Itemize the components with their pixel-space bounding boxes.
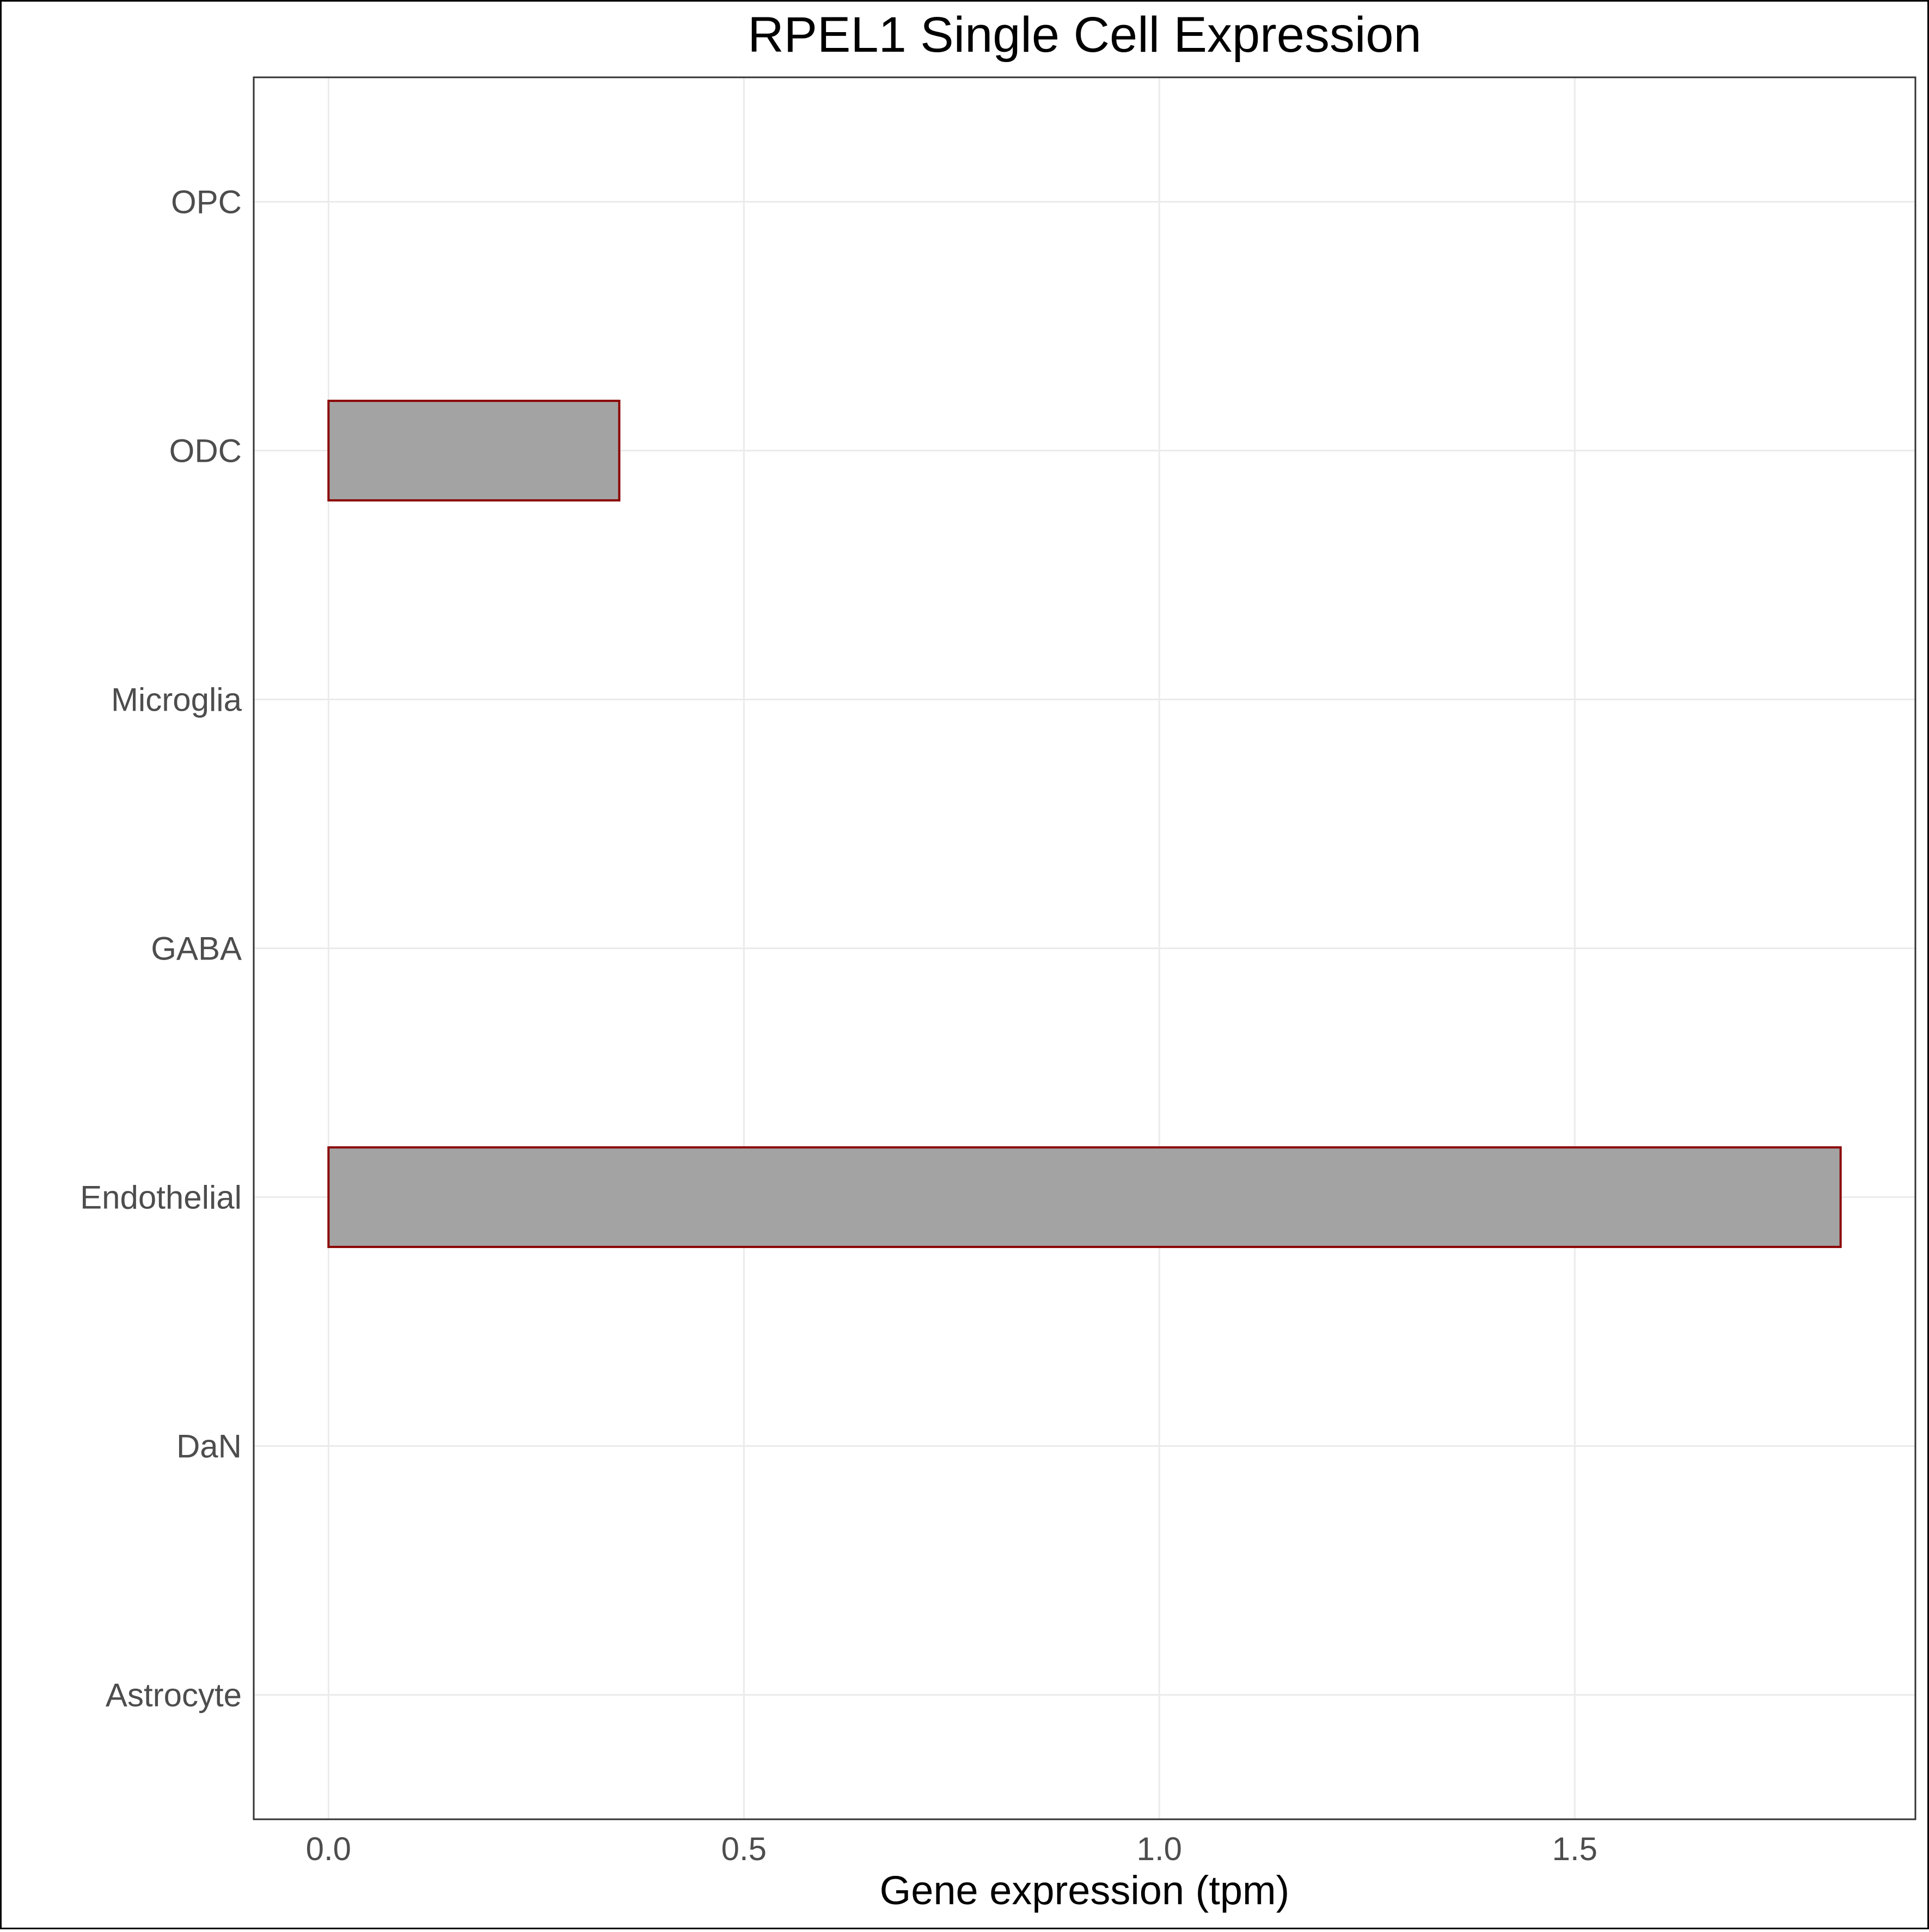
y-tick-label: ODC: [169, 433, 242, 469]
x-tick-label: 1.0: [1137, 1831, 1182, 1867]
bars: [327, 400, 1842, 1248]
y-tick-label: DaN: [176, 1428, 242, 1465]
x-tick-label: 0.5: [721, 1831, 767, 1867]
chart-title: RPEL1 Single Cell Expression: [748, 7, 1422, 63]
y-tick-labels: Astrocyte DaN Endothelial GABA Microglia ODC O…: [80, 184, 242, 1714]
x-tick-label: 0.0: [306, 1831, 351, 1867]
bar-endothelial: [327, 1146, 1842, 1248]
bar-odc: [327, 400, 621, 502]
y-tick-label: Astrocyte: [106, 1677, 242, 1714]
x-tick-label: 1.5: [1552, 1831, 1597, 1867]
y-tick-label: Endothelial: [80, 1179, 242, 1216]
y-tick-label: Microglia: [111, 682, 242, 718]
x-axis-title: Gene expression (tpm): [880, 1868, 1290, 1913]
y-tick-label: OPC: [171, 184, 242, 221]
y-tick-label: GABA: [151, 931, 242, 967]
x-tick-labels: 0.0 0.5 1.0 1.5: [306, 1831, 1597, 1867]
plot-panel-border: [253, 76, 1916, 1820]
